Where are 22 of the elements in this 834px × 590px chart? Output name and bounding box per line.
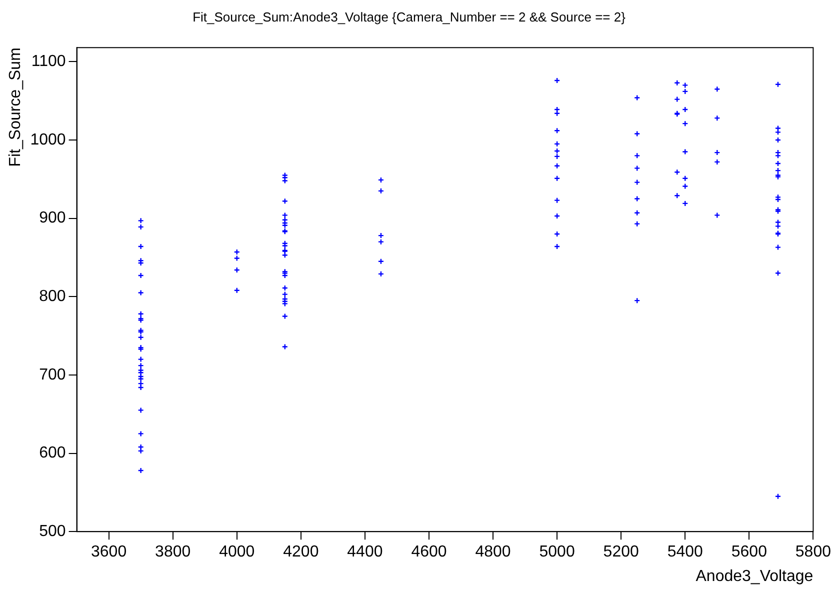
x-tick-label: 4800 xyxy=(475,544,511,561)
y-tick-label: 600 xyxy=(39,444,66,462)
x-tick-label: 5000 xyxy=(539,544,575,561)
x-tick-label: 5400 xyxy=(667,544,704,561)
y-axis-title: Fit_Source_Sum xyxy=(7,48,24,167)
y-tick-label: 1000 xyxy=(30,131,66,148)
chart-title: Fit_Source_Sum:Anode3_Voltage {Camera_Number == 2 && Source == 2} xyxy=(192,9,626,24)
x-tick-label: 3800 xyxy=(155,544,191,561)
x-tick-label: 4600 xyxy=(411,544,447,561)
y-tick-label: 500 xyxy=(39,523,66,540)
y-tick-label: 800 xyxy=(39,288,66,306)
x-tick-label: 4000 xyxy=(219,544,255,561)
y-tick-label: 700 xyxy=(39,366,66,384)
x-tick-label: 5600 xyxy=(731,544,768,561)
x-tick-label: 5800 xyxy=(795,544,832,561)
y-tick-label: 1100 xyxy=(31,53,66,70)
x-tick-label: 4200 xyxy=(283,544,319,561)
x-axis-title: Anode3_Voltage xyxy=(696,568,814,585)
y-tick-label: 900 xyxy=(39,210,66,227)
x-tick-label: 5200 xyxy=(603,544,639,561)
x-tick-label: 4400 xyxy=(347,544,383,561)
x-tick-label: 3600 xyxy=(91,544,127,561)
